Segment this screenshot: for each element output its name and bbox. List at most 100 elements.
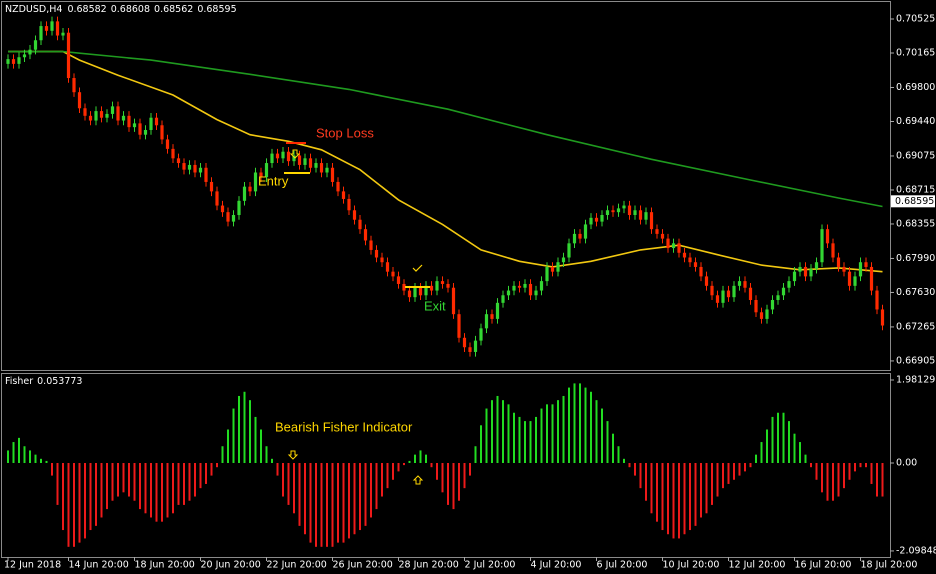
candle-body [671,243,676,249]
candle-body [116,106,120,121]
exit-check [412,264,423,272]
candle-body [721,290,725,303]
x-tick-label: 20 Jun 20:00 [201,560,261,571]
candle-body [622,205,626,209]
candle-body [215,191,219,206]
header: NZDUSD,H4 0.68582 0.68608 0.68562 0.68595 [5,4,237,15]
candle-body [242,186,247,201]
candle-body [523,283,527,288]
candle-body [165,139,170,149]
candle-body [358,219,362,230]
candle-body [512,285,516,291]
y-tick-label: 0.70165 [896,48,935,59]
x-tick-label: 28 Jun 20:00 [399,560,459,571]
candle-body [198,167,203,173]
plot-content [6,16,885,547]
y-tick-label: -2.098485 [896,545,936,556]
candle-body [132,123,137,128]
candle-body [534,290,538,296]
candle-body [226,212,230,222]
candle-body [501,295,505,303]
candle-body [231,214,236,222]
candle-body [259,172,263,178]
candle-body [732,285,736,298]
y-tick-label: 0.68355 [896,218,935,229]
x-tick-label: 12 Jul 20:00 [729,560,786,571]
candle-body [127,115,131,128]
candle-body [682,252,687,258]
candle-body [644,212,648,220]
indicator-header: Fisher 0.053773 [5,376,82,387]
candle-body [270,153,274,164]
candle-body [864,262,868,267]
candle-body [479,328,483,341]
candle-body [143,129,148,135]
candle-body [171,148,175,159]
candle-body [589,217,593,225]
candle-body [539,281,544,291]
candle-body [517,285,522,288]
candle-body [94,111,98,121]
candle-body [385,262,390,272]
candle-body [550,266,555,272]
candle-body [649,212,654,230]
candle-body [677,243,681,253]
candle-body [556,262,560,272]
candle-body [858,262,863,277]
candle-body [688,257,692,263]
candle-body [578,233,582,239]
candle-body [44,26,49,31]
moving-average [8,50,883,208]
candle-body [435,281,439,291]
candle-body [176,158,181,164]
entry-arrow [289,149,301,159]
current-price-box [891,195,935,208]
fisher-exit-arrow [412,475,424,485]
candle-body [292,155,296,162]
x-tick-label: 4 Jul 20:00 [531,560,582,571]
stop-loss-label: Stop Loss [316,125,374,140]
moving-average [8,50,883,273]
candle-body [561,257,566,263]
y-tick-label: 0.67265 [896,321,935,332]
candle-body [440,281,445,284]
candle-body [869,266,874,291]
candle-body [72,78,76,93]
candle-body [88,115,93,121]
candle-body [308,158,313,168]
candle-body [715,295,720,303]
candle-body [836,257,841,267]
header-high: 0.68608 [111,4,150,15]
candle-body [237,200,241,215]
candle-body [743,281,747,288]
price-panel-frame [1,1,891,371]
candle-body [402,283,406,291]
candle-body [264,163,269,178]
candle-body [462,337,467,348]
candle-body [737,281,742,286]
candle-body [154,117,159,126]
x-tick-label: 22 Jun 20:00 [267,560,327,571]
header-low: 0.68562 [154,4,193,15]
candle-body [594,217,599,222]
candle-body [28,49,32,55]
candle-body [39,26,43,41]
candle-body [347,198,351,211]
y-tick-label: 0.69075 [896,150,935,161]
x-tick-label: 2 Jul 20:00 [465,560,516,571]
candle-body [149,117,153,130]
candle-body [600,214,604,222]
candle-body [814,262,819,269]
candle-body [583,224,588,239]
candle-body [704,276,709,286]
y-tick-label: 0.67990 [896,253,935,264]
candle-body [605,210,610,215]
candle-body [484,314,489,329]
candle-body [303,158,307,165]
candle-body [363,229,368,241]
candle-body [407,290,412,298]
candle-body [121,115,126,121]
candle-body [17,57,21,64]
candle-body [660,233,665,239]
candle-body [655,229,659,234]
